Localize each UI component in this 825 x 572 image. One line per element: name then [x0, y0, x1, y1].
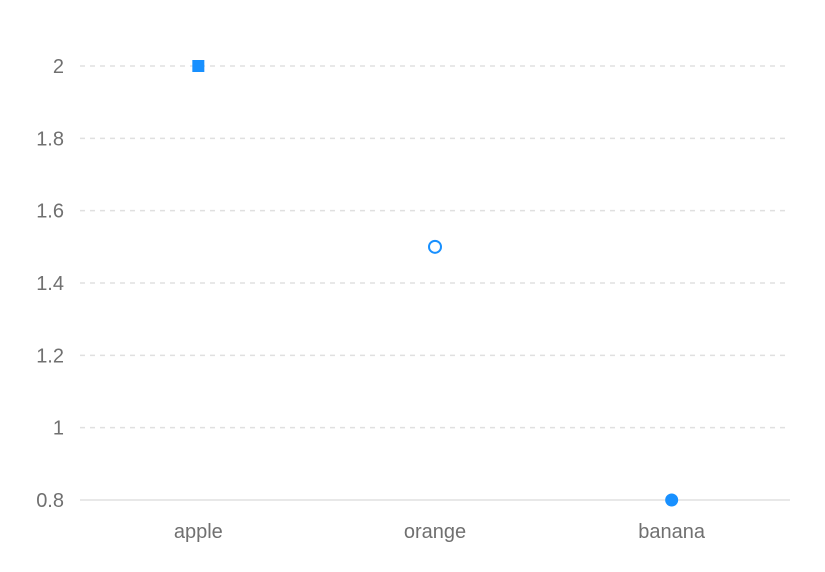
y-tick-label-6: 2 — [53, 56, 64, 78]
y-axis-tick-labels: 0.8 1 1.2 1.4 1.6 1.8 2 — [36, 56, 64, 512]
y-tick-label-0: 0.8 — [36, 490, 64, 512]
data-point-orange[interactable] — [428, 239, 442, 254]
x-tick-label-apple: apple — [174, 521, 223, 543]
y-tick-label-5: 1.8 — [36, 128, 64, 150]
data-point-apple[interactable] — [192, 60, 205, 72]
x-tick-label-banana: banana — [638, 521, 706, 543]
data-points — [192, 60, 679, 507]
grid-lines — [80, 65, 790, 429]
y-tick-label-4: 1.6 — [36, 201, 64, 223]
x-axis-tick-labels: apple orange banana — [174, 521, 706, 543]
y-tick-label-2: 1.2 — [36, 345, 64, 367]
x-tick-label-orange: orange — [404, 521, 466, 543]
y-tick-label-3: 1.4 — [36, 273, 64, 295]
y-tick-label-1: 1 — [53, 418, 64, 440]
data-point-banana[interactable] — [665, 493, 679, 507]
